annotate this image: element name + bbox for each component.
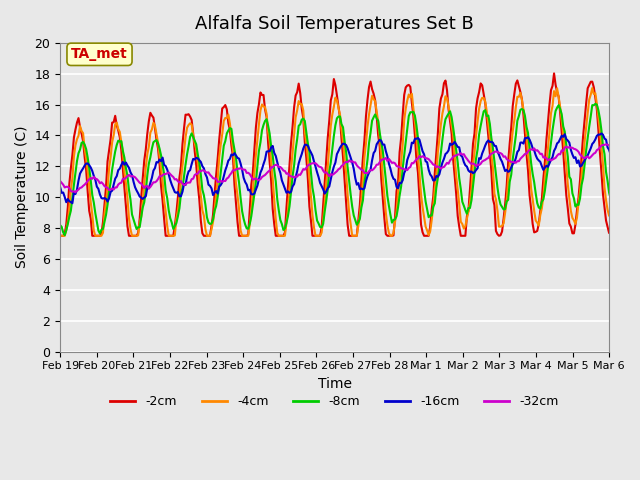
-8cm bbox=[56, 222, 64, 228]
-32cm bbox=[77, 185, 85, 191]
-16cm bbox=[77, 168, 85, 174]
-4cm bbox=[561, 149, 568, 155]
-32cm bbox=[359, 168, 367, 173]
-8cm bbox=[359, 197, 367, 203]
-2cm bbox=[95, 233, 102, 239]
Title: Alfalfa Soil Temperatures Set B: Alfalfa Soil Temperatures Set B bbox=[195, 15, 474, 33]
-4cm bbox=[76, 123, 84, 129]
Line: -16cm: -16cm bbox=[60, 131, 640, 203]
-32cm bbox=[56, 178, 64, 184]
-32cm bbox=[72, 190, 79, 195]
-2cm bbox=[625, 70, 633, 76]
-16cm bbox=[563, 136, 570, 142]
-2cm bbox=[56, 233, 64, 239]
-8cm bbox=[476, 132, 483, 137]
-2cm bbox=[76, 124, 84, 130]
-16cm bbox=[96, 192, 104, 197]
-8cm bbox=[77, 140, 85, 146]
Y-axis label: Soil Temperature (C): Soil Temperature (C) bbox=[15, 126, 29, 268]
X-axis label: Time: Time bbox=[317, 377, 351, 391]
-8cm bbox=[96, 230, 104, 236]
-4cm bbox=[95, 233, 102, 239]
-2cm bbox=[474, 96, 481, 101]
-32cm bbox=[476, 162, 483, 168]
-2cm bbox=[358, 177, 365, 183]
-4cm bbox=[474, 119, 481, 124]
-32cm bbox=[639, 140, 640, 145]
-32cm bbox=[563, 144, 570, 149]
-4cm bbox=[623, 81, 631, 86]
-16cm bbox=[359, 187, 367, 192]
-16cm bbox=[56, 184, 64, 190]
-16cm bbox=[68, 200, 76, 206]
Text: TA_met: TA_met bbox=[71, 48, 128, 61]
Line: -2cm: -2cm bbox=[60, 73, 640, 236]
-2cm bbox=[639, 217, 640, 223]
-8cm bbox=[627, 97, 634, 103]
Line: -32cm: -32cm bbox=[60, 143, 640, 192]
-2cm bbox=[561, 171, 568, 177]
-16cm bbox=[476, 155, 483, 161]
-8cm bbox=[61, 232, 68, 238]
Legend: -2cm, -4cm, -8cm, -16cm, -32cm: -2cm, -4cm, -8cm, -16cm, -32cm bbox=[106, 390, 564, 413]
-4cm bbox=[639, 194, 640, 200]
Line: -8cm: -8cm bbox=[60, 100, 640, 235]
-4cm bbox=[358, 198, 365, 204]
-16cm bbox=[630, 128, 637, 134]
-32cm bbox=[96, 180, 104, 186]
Line: -4cm: -4cm bbox=[60, 84, 640, 236]
-4cm bbox=[56, 233, 64, 239]
-8cm bbox=[563, 142, 570, 148]
